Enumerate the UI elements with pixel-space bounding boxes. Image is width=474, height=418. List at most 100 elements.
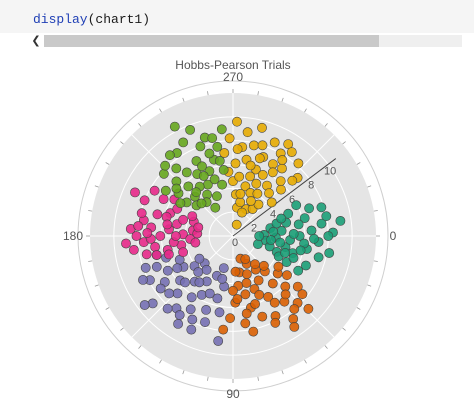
data-point	[183, 181, 194, 192]
data-point	[136, 208, 147, 219]
angular-tick	[105, 162, 110, 165]
data-point	[289, 321, 300, 332]
scrollbar-thumb[interactable]	[44, 35, 379, 47]
data-point	[265, 235, 276, 245]
data-point	[287, 175, 298, 186]
data-point	[258, 260, 269, 271]
data-point	[219, 148, 230, 158]
data-point	[201, 304, 211, 315]
angular-tick	[257, 376, 259, 381]
data-point	[187, 211, 198, 221]
data-point	[286, 147, 297, 157]
data-point	[323, 231, 334, 241]
data-point	[292, 281, 303, 292]
data-point	[240, 181, 251, 192]
data-point	[209, 174, 220, 185]
data-point	[280, 247, 290, 258]
data-point	[270, 317, 281, 328]
angular-tick	[281, 370, 284, 375]
data-point	[282, 270, 292, 281]
data-point	[276, 184, 286, 195]
data-point	[193, 222, 204, 233]
data-point	[138, 274, 148, 285]
data-point	[275, 237, 286, 248]
data-point	[288, 228, 299, 239]
data-point	[133, 221, 144, 231]
angular-tick	[159, 359, 162, 364]
data-point	[162, 265, 173, 276]
data-point	[316, 202, 327, 213]
tick-labels: 0 90 180 270 0 2 4 6 8 10	[63, 70, 397, 401]
angular-tick	[120, 327, 124, 331]
data-point	[276, 213, 287, 224]
angular-tick	[138, 123, 142, 127]
data-point	[316, 218, 327, 229]
data-point	[277, 163, 287, 174]
data-point	[230, 158, 241, 169]
data-point	[268, 226, 279, 237]
data-point	[212, 293, 223, 304]
data-point	[309, 233, 319, 244]
data-point	[283, 139, 294, 149]
data-point	[303, 303, 314, 314]
data-point	[171, 183, 182, 194]
data-point	[204, 288, 215, 299]
code-cell[interactable]: display(chart1)	[0, 0, 474, 34]
data-point	[248, 326, 259, 337]
data-point	[267, 278, 278, 289]
scroll-left-arrow-icon[interactable]: ❮	[31, 34, 41, 47]
angular-tick	[182, 97, 185, 102]
data-point	[293, 158, 304, 169]
data-point	[266, 197, 277, 208]
data-point	[214, 156, 225, 166]
data-point	[257, 140, 268, 151]
data-point	[149, 185, 160, 196]
data-point	[185, 304, 196, 315]
angular-tick	[159, 108, 162, 113]
data-point	[324, 248, 335, 258]
data-point	[280, 289, 291, 300]
data-point	[224, 133, 235, 144]
data-point	[169, 121, 180, 132]
radial-axis-line	[232, 158, 337, 237]
data-point	[175, 198, 186, 209]
data-point	[150, 241, 160, 252]
data-point	[216, 124, 227, 135]
data-point	[335, 215, 346, 226]
angular-tick	[105, 307, 110, 310]
code-line[interactable]: display(chart1)	[33, 12, 150, 27]
scrollbar-track[interactable]	[379, 35, 462, 47]
data-point	[178, 247, 188, 258]
data-point	[257, 122, 267, 133]
radial-tick-label: 6	[289, 194, 295, 206]
polar-chart: Hobbs-Pearson Trials 0 90 180 270 0 2 4 6 8 10	[63, 58, 397, 401]
radial-tick-label: 4	[270, 208, 276, 220]
angular-tick	[342, 327, 346, 331]
data-point	[273, 261, 284, 272]
data-point	[306, 225, 317, 236]
data-point	[250, 299, 260, 309]
data-point	[252, 188, 263, 199]
data-point	[237, 207, 247, 218]
data-point	[291, 200, 302, 211]
data-point	[160, 185, 171, 196]
data-point	[151, 250, 162, 260]
data-point	[240, 318, 251, 329]
data-point	[173, 318, 183, 329]
data-point	[147, 298, 158, 309]
angular-tick	[367, 284, 372, 287]
data-point	[213, 336, 224, 346]
function-name: display	[33, 12, 88, 27]
data-point	[211, 191, 222, 202]
angular-tick	[94, 284, 99, 287]
data-point	[162, 219, 173, 230]
angular-tick	[88, 210, 93, 212]
data-point	[218, 263, 229, 273]
angular-tick	[356, 307, 361, 310]
data-point	[304, 203, 314, 214]
data-point	[253, 275, 264, 286]
data-point	[160, 160, 170, 171]
data-point	[217, 179, 227, 190]
angular-tick	[120, 141, 124, 145]
angular-tick	[304, 108, 307, 113]
